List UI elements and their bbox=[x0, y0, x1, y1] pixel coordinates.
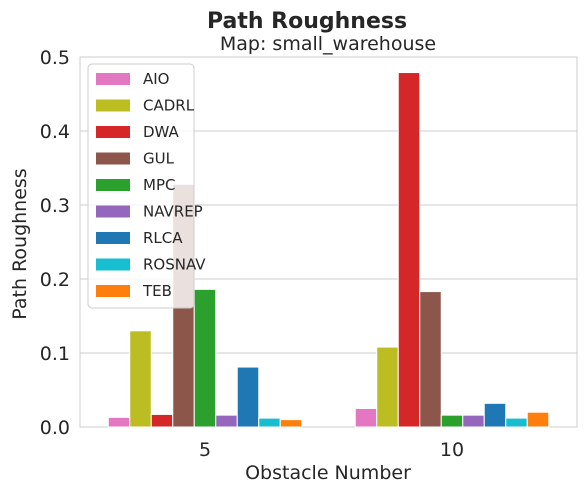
bar-rosnav-5 bbox=[258, 417, 281, 428]
bar-mpc-5 bbox=[193, 288, 217, 428]
legend-label-rlca: RLCA bbox=[143, 229, 183, 247]
y-tick-label: 0.5 bbox=[40, 47, 70, 69]
y-tick-label: 0.2 bbox=[40, 269, 70, 291]
bar-navrep-10 bbox=[462, 414, 485, 428]
bar-rlca-5 bbox=[236, 366, 260, 428]
x-tick-label: 10 bbox=[440, 439, 464, 461]
legend: AIO CADRL DWA GUL MPC NAVREP RLCA ROSNAV TEB bbox=[87, 63, 206, 309]
legend-label-teb: TEB bbox=[142, 282, 172, 300]
x-axis-label: Obstacle Number bbox=[245, 462, 411, 484]
y-tick-label: 0.1 bbox=[40, 343, 70, 365]
bar-dwa-10 bbox=[397, 72, 421, 428]
bar-navrep-5 bbox=[215, 414, 238, 428]
legend-swatch-aio bbox=[96, 73, 130, 85]
legend-swatch-gul bbox=[96, 152, 130, 165]
plot-frame bbox=[79, 56, 578, 428]
bar-dwa-5 bbox=[150, 413, 174, 428]
legend-label-navrep: NAVREP bbox=[143, 203, 203, 221]
bar-teb-5 bbox=[279, 419, 303, 428]
y-tick-label: 0.3 bbox=[40, 195, 70, 217]
legend-label-gul: GUL bbox=[143, 150, 175, 168]
legend-swatch-cadrl bbox=[96, 99, 130, 112]
legend-label-cadrl: CADRL bbox=[143, 97, 195, 115]
bar-aio-10 bbox=[354, 408, 378, 428]
legend-box bbox=[87, 63, 195, 309]
legend-swatch-rlca bbox=[96, 232, 130, 244]
legend-swatch-dwa bbox=[96, 126, 130, 138]
bar-cadrl-10 bbox=[376, 346, 399, 428]
legend-label-mpc: MPC bbox=[143, 176, 175, 194]
bar-rlca-10 bbox=[483, 402, 507, 428]
chart-subtitle: Map: small_warehouse bbox=[220, 33, 436, 55]
bar-cadrl-5 bbox=[129, 330, 152, 428]
legend-swatch-teb bbox=[96, 285, 130, 297]
y-axis-ticks: 0.0 0.1 0.2 0.3 0.4 0.5 bbox=[40, 47, 70, 439]
bar-teb-10 bbox=[526, 411, 550, 428]
x-tick-label: 5 bbox=[199, 439, 211, 461]
legend-label-aio: AIO bbox=[143, 70, 170, 88]
legend-swatch-navrep bbox=[96, 205, 130, 218]
x-axis-ticks: 5 10 bbox=[199, 439, 464, 461]
legend-swatch-rosnav bbox=[96, 258, 130, 271]
legend-label-rosnav: ROSNAV bbox=[143, 256, 206, 274]
chart-title: Path Roughness bbox=[207, 9, 407, 34]
legend-swatch-mpc bbox=[96, 179, 130, 191]
y-tick-label: 0.0 bbox=[40, 417, 70, 439]
bar-rosnav-10 bbox=[505, 417, 528, 428]
bar-aio-5 bbox=[107, 416, 131, 428]
legend-label-dwa: DWA bbox=[143, 123, 180, 141]
bar-gul-10 bbox=[419, 291, 442, 428]
y-axis-label: Path Roughness bbox=[9, 168, 31, 319]
y-tick-label: 0.4 bbox=[40, 121, 70, 143]
bar-mpc-10 bbox=[440, 414, 464, 428]
